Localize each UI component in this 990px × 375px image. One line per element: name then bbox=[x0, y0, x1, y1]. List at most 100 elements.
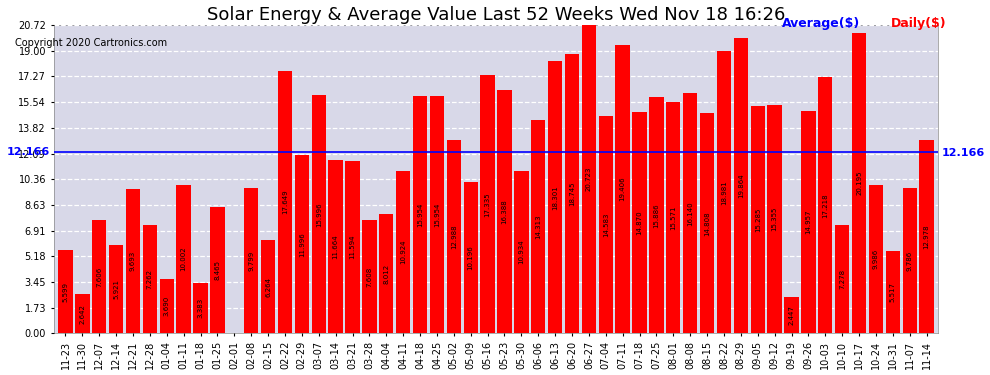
Text: 5.517: 5.517 bbox=[890, 282, 896, 302]
Text: 15.954: 15.954 bbox=[434, 202, 440, 227]
Bar bbox=[700, 113, 714, 333]
Text: 10.196: 10.196 bbox=[467, 245, 473, 270]
Bar bbox=[767, 105, 782, 333]
Text: 11.594: 11.594 bbox=[349, 235, 355, 260]
Text: 8.465: 8.465 bbox=[215, 261, 221, 280]
Text: 18.301: 18.301 bbox=[552, 185, 558, 210]
Bar bbox=[210, 207, 225, 333]
Bar bbox=[362, 220, 376, 333]
Text: 11.996: 11.996 bbox=[299, 232, 305, 256]
Bar bbox=[514, 171, 529, 333]
Bar bbox=[159, 279, 174, 333]
Bar bbox=[58, 250, 72, 333]
Text: 18.981: 18.981 bbox=[721, 180, 727, 205]
Bar bbox=[547, 61, 562, 333]
Text: 14.583: 14.583 bbox=[603, 213, 609, 237]
Bar bbox=[683, 93, 697, 333]
Text: 5.921: 5.921 bbox=[113, 279, 119, 299]
Bar bbox=[835, 225, 849, 333]
Bar bbox=[329, 160, 343, 333]
Bar bbox=[109, 245, 124, 333]
Bar bbox=[750, 106, 765, 333]
Text: 18.745: 18.745 bbox=[569, 182, 575, 206]
Bar bbox=[413, 96, 428, 333]
Bar bbox=[582, 25, 596, 333]
Text: 17.649: 17.649 bbox=[282, 190, 288, 214]
Text: 15.886: 15.886 bbox=[653, 203, 659, 228]
Bar bbox=[869, 185, 883, 333]
Bar bbox=[193, 283, 208, 333]
Text: 9.786: 9.786 bbox=[907, 251, 913, 271]
Text: 20.195: 20.195 bbox=[856, 171, 862, 195]
Text: Daily($): Daily($) bbox=[891, 17, 946, 30]
Bar bbox=[616, 45, 630, 333]
Bar bbox=[886, 251, 900, 333]
Bar bbox=[784, 297, 799, 333]
Text: 12.988: 12.988 bbox=[450, 225, 456, 249]
Text: 9.693: 9.693 bbox=[130, 251, 136, 272]
Bar bbox=[346, 161, 359, 333]
Text: 20.723: 20.723 bbox=[586, 167, 592, 192]
Text: 2.447: 2.447 bbox=[788, 305, 795, 325]
Bar bbox=[920, 140, 934, 333]
Bar bbox=[446, 140, 461, 333]
Bar bbox=[903, 188, 917, 333]
Bar bbox=[565, 54, 579, 333]
Bar bbox=[649, 97, 663, 333]
Bar bbox=[633, 112, 646, 333]
Text: 12.978: 12.978 bbox=[924, 225, 930, 249]
Text: 7.608: 7.608 bbox=[366, 267, 372, 287]
Bar bbox=[126, 189, 141, 333]
Text: 6.264: 6.264 bbox=[265, 277, 271, 297]
Text: 7.606: 7.606 bbox=[96, 267, 102, 287]
Text: Average($): Average($) bbox=[782, 17, 860, 30]
Text: 5.599: 5.599 bbox=[62, 282, 68, 302]
Text: 15.355: 15.355 bbox=[771, 207, 777, 231]
Text: 9.799: 9.799 bbox=[248, 251, 254, 271]
Text: 8.012: 8.012 bbox=[383, 264, 389, 284]
Bar bbox=[244, 188, 258, 333]
Text: 14.313: 14.313 bbox=[536, 214, 542, 239]
Bar bbox=[278, 71, 292, 333]
Bar bbox=[396, 171, 410, 333]
Text: 10.924: 10.924 bbox=[400, 240, 406, 264]
Title: Solar Energy & Average Value Last 52 Weeks Wed Nov 18 16:26: Solar Energy & Average Value Last 52 Wee… bbox=[207, 6, 785, 24]
Bar bbox=[143, 225, 157, 333]
Text: 15.571: 15.571 bbox=[670, 206, 676, 230]
Bar bbox=[531, 120, 545, 333]
Text: 16.388: 16.388 bbox=[502, 199, 508, 224]
Bar bbox=[818, 77, 833, 333]
Bar bbox=[379, 214, 393, 333]
Bar bbox=[717, 51, 732, 333]
Text: 2.642: 2.642 bbox=[79, 304, 85, 324]
Bar bbox=[801, 111, 816, 333]
Text: 10.934: 10.934 bbox=[519, 240, 525, 264]
Text: 11.664: 11.664 bbox=[333, 234, 339, 259]
Text: 14.957: 14.957 bbox=[806, 210, 812, 234]
Text: 15.954: 15.954 bbox=[417, 202, 423, 227]
Text: 15.996: 15.996 bbox=[316, 202, 322, 227]
Bar bbox=[261, 240, 275, 333]
Text: 14.870: 14.870 bbox=[637, 210, 643, 235]
Text: 14.808: 14.808 bbox=[704, 211, 710, 236]
Text: 12.166: 12.166 bbox=[7, 147, 50, 158]
Text: Copyright 2020 Cartronics.com: Copyright 2020 Cartronics.com bbox=[15, 38, 167, 48]
Text: 17.335: 17.335 bbox=[484, 192, 491, 217]
Bar bbox=[480, 75, 495, 333]
Bar bbox=[312, 95, 326, 333]
Bar bbox=[734, 38, 748, 333]
Text: 16.140: 16.140 bbox=[687, 201, 693, 226]
Text: 19.406: 19.406 bbox=[620, 177, 626, 201]
Bar bbox=[75, 294, 89, 333]
Text: 7.278: 7.278 bbox=[840, 269, 845, 290]
Bar bbox=[851, 33, 866, 333]
Text: 9.986: 9.986 bbox=[873, 249, 879, 269]
Bar bbox=[497, 90, 512, 333]
Text: 10.002: 10.002 bbox=[180, 247, 187, 272]
Bar bbox=[92, 220, 106, 333]
Bar bbox=[430, 96, 445, 333]
Bar bbox=[295, 155, 309, 333]
Text: 3.383: 3.383 bbox=[198, 298, 204, 318]
Text: 3.690: 3.690 bbox=[163, 296, 169, 316]
Bar bbox=[599, 116, 613, 333]
